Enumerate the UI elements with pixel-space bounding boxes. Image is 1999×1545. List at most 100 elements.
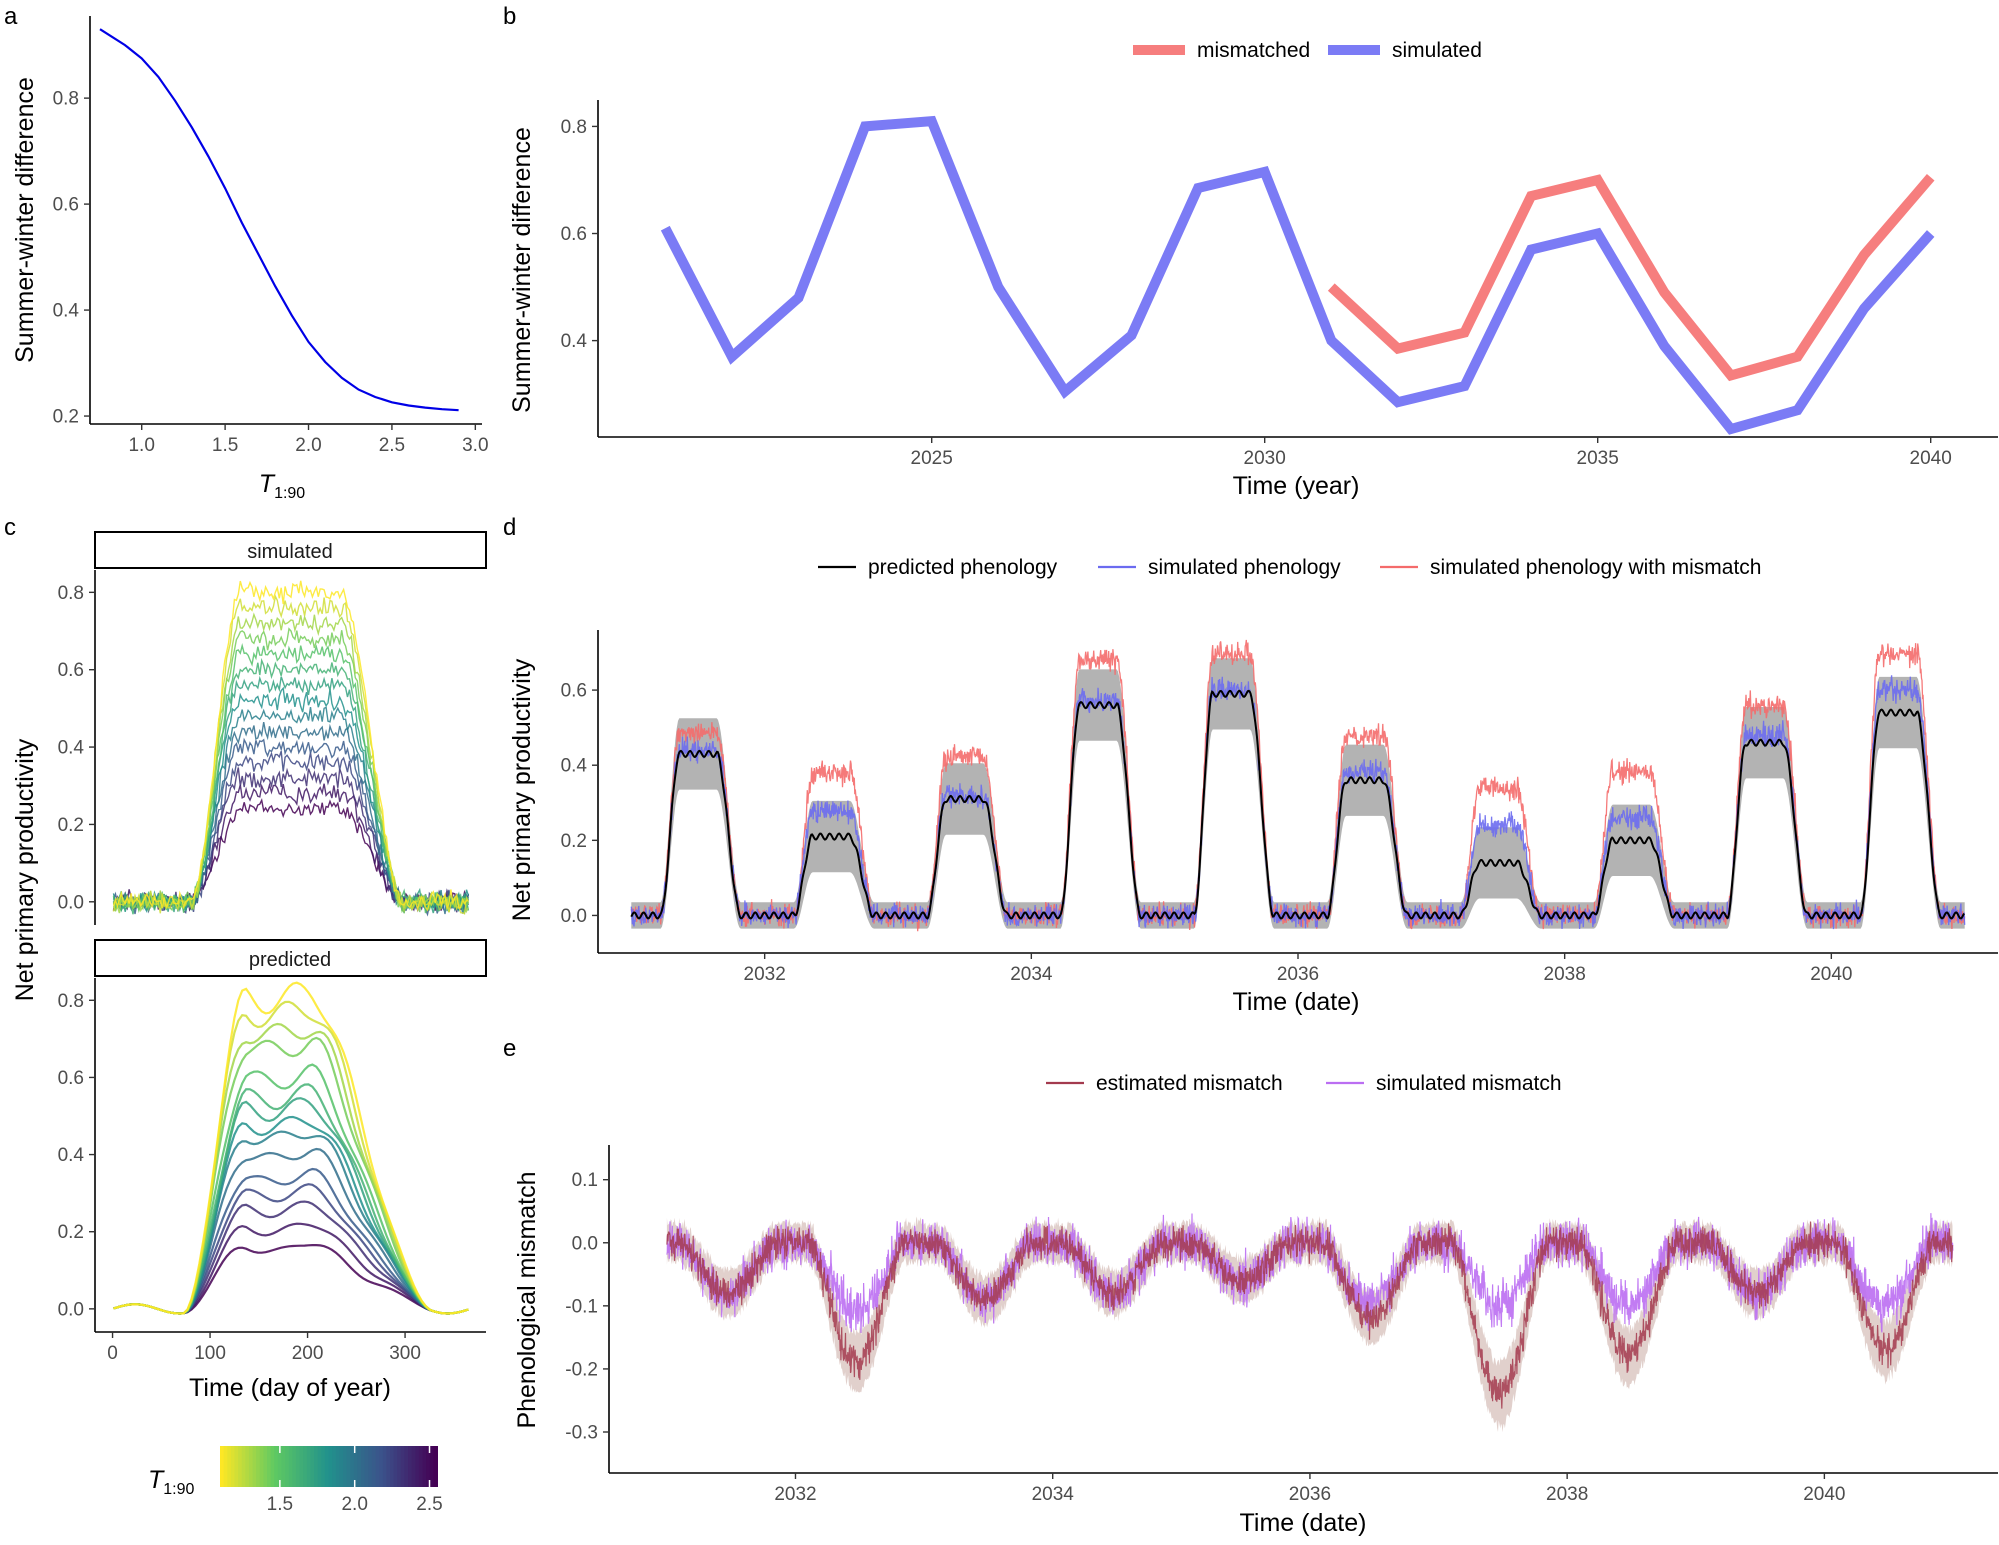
facet-strip-label: predicted [249,949,331,971]
colorbar-segment [361,1446,366,1487]
colorbar-segment [422,1446,428,1487]
colorbar-tick-label: 2.5 [416,1494,442,1515]
y-tick-label: 0.0 [58,1299,84,1320]
y-axis-title: Summer-winter difference [11,77,39,363]
colorbar-title-sub: 1:90 [163,1481,194,1498]
mismatched-legend-label: mismatched [1197,39,1310,62]
x-axis-title: Time (day of year) [189,1374,391,1402]
y-tick-label: 0.2 [58,815,84,836]
x-tick-label: 2038 [1546,1484,1588,1505]
colorbar-segment [263,1446,269,1487]
series-line [113,1000,469,1315]
x-tick-label: 0 [107,1343,118,1364]
colorbar-segment [277,1446,283,1487]
series-estimated-mismatch [666,1221,1954,1409]
colorbar-segment [306,1446,312,1487]
series-line [112,580,469,913]
colorbar-segment [230,1446,236,1487]
x-tick-label: 2032 [774,1484,816,1505]
series-line [112,643,469,914]
colorbar-segment [346,1446,352,1487]
x-axis-title-sub: 1:90 [274,485,305,502]
colorbar-segment [332,1446,337,1487]
colorbar-title-main: T [148,1466,165,1494]
x-axis-title: T1:90 [259,470,306,502]
x-axis-title: Time (year) [1233,472,1360,500]
colorbar-segment [350,1446,355,1487]
simulated-phenology-legend-label: simulated phenology [1148,556,1341,579]
series-line [113,981,469,1315]
colorbar-segment [368,1446,373,1487]
colorbar-segment [379,1446,384,1487]
y-tick-label: 0.6 [53,195,79,216]
colorbar-segment [375,1446,381,1487]
panel-letter: a [4,3,18,30]
y-tick-label: 0.4 [561,756,588,777]
facet-simulated: simulated 0.0 0.2 0.4 0.6 0.8 [58,531,487,925]
y-tick-label: 0.0 [561,906,587,927]
series-line [99,28,459,412]
x-tick-label: 200 [292,1343,324,1364]
series-predicted-phenology [630,689,1965,920]
y-tick-label: 0.8 [53,89,79,110]
colorbar-segment [357,1446,363,1487]
y-tick-label: 0.8 [58,583,84,604]
y-axis-title: Net primary productivity [508,658,536,921]
colorbar-segment [342,1446,348,1487]
panel-letter: b [503,3,516,30]
colorbar-segment [364,1446,370,1487]
series-line [112,737,470,917]
y-tick-label: 0.2 [561,831,587,852]
y-tick-label: 0.6 [561,681,587,702]
colorbar-segment [248,1446,254,1487]
series-line [113,1036,469,1315]
x-tick-label: 2040 [1810,964,1852,985]
colorbar-segment [256,1446,261,1487]
estimated-mismatch-legend-label: estimated mismatch [1096,1072,1283,1095]
colorbar-segment [317,1446,323,1487]
colorbar-segment [418,1446,424,1487]
colorbar-segment [328,1446,334,1487]
y-tick-label: 0.2 [53,407,79,428]
colorbar-segment [426,1446,431,1487]
x-tick-label: 2038 [1544,964,1586,985]
colorbar-segment [220,1446,225,1487]
colorbar-segment [411,1446,417,1487]
x-tick-label: 2035 [1577,448,1619,469]
x-tick-label: 2036 [1277,964,1319,985]
y-tick-label: 0.4 [53,301,80,322]
colorbar-tick-label: 2.0 [341,1494,367,1515]
colorbar-segment [292,1446,297,1487]
y-tick-label: 0.4 [58,738,85,759]
colorbar-segment [397,1446,402,1487]
colorbar-segment [252,1446,258,1487]
series-line [112,767,470,913]
y-tick-label: -0.1 [565,1296,598,1317]
colorbar-segment [241,1446,247,1487]
y-tick-label: 0.4 [561,331,588,352]
colorbar-segment [295,1446,301,1487]
colorbar-segment [353,1446,359,1487]
colorbar-segment [259,1446,265,1487]
y-tick-label: -0.2 [565,1359,598,1380]
x-axis-title: Time (date) [1240,1509,1367,1537]
colorbar-segment [404,1446,410,1487]
colorbar-segment [270,1446,276,1487]
y-tick-label: 0.4 [58,1145,85,1166]
series-simulated-phenology-with-mismatch [630,639,1966,932]
colorbar-segment [310,1446,316,1487]
series-simulated [660,115,1935,435]
panel-letter: c [4,514,16,541]
colorbar-tick-label: 1.5 [267,1494,293,1515]
colorbar-segment [408,1446,413,1487]
colorbar-title: T1:90 [148,1466,195,1498]
colorbar-segment [433,1446,438,1487]
y-axis-title: Phenological mismatch [513,1171,541,1428]
x-tick-label: 2.0 [295,435,321,456]
series-line [113,782,469,912]
colorbar-segment [335,1446,341,1487]
x-tick-label: 2034 [1032,1484,1075,1505]
colorbar-segment [223,1446,229,1487]
colorbar-segment [299,1446,305,1487]
x-tick-label: 300 [389,1343,421,1364]
